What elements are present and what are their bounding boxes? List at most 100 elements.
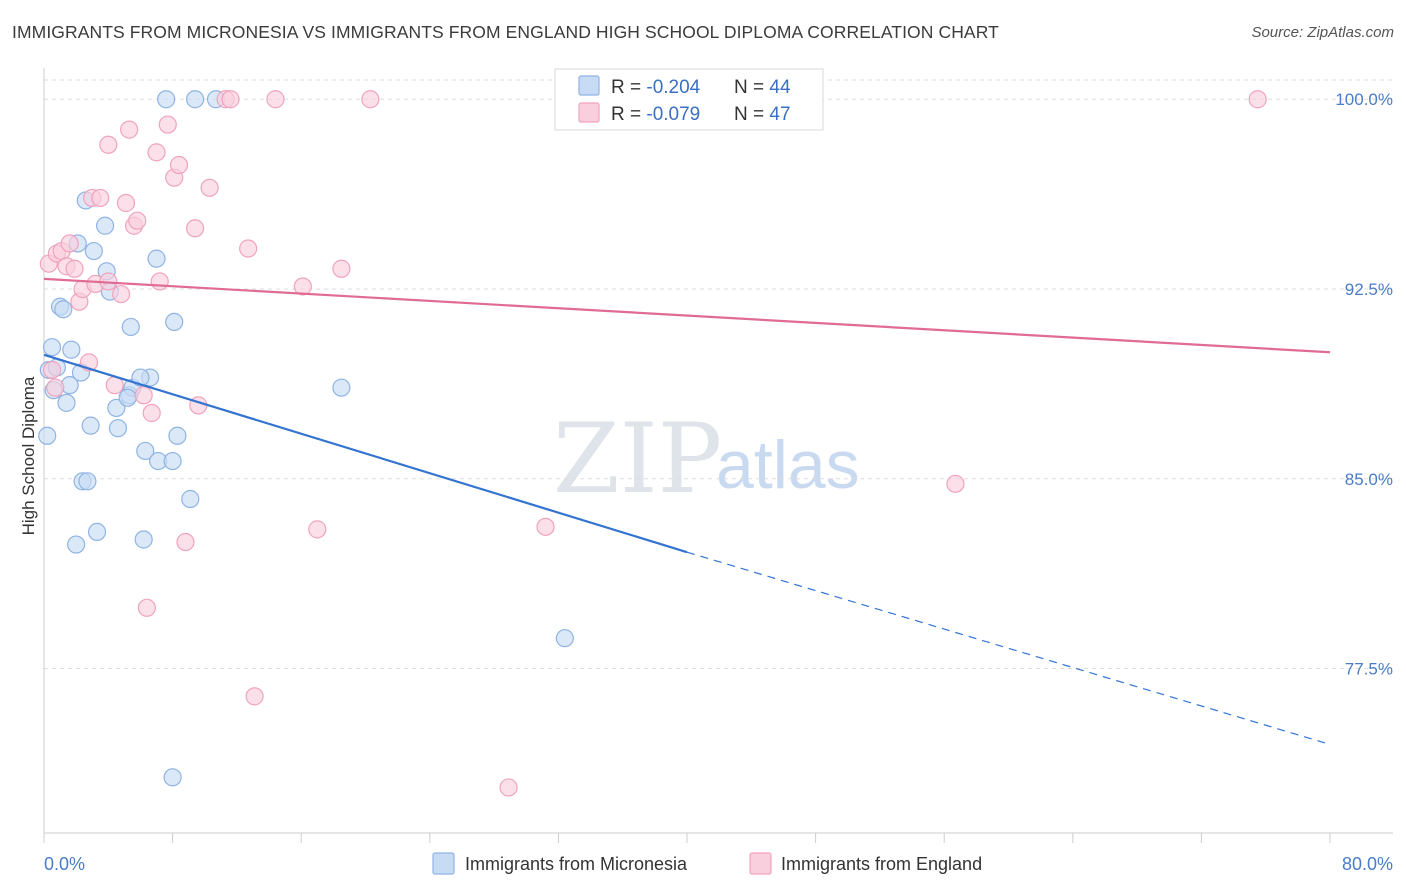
legend-swatch-england <box>578 102 600 123</box>
trend-line-england <box>43 277 1331 354</box>
data-point <box>165 312 184 331</box>
data-point <box>157 90 176 109</box>
data-point <box>168 426 187 445</box>
data-point <box>57 393 76 412</box>
data-point <box>108 419 128 438</box>
data-point <box>266 90 285 109</box>
data-point <box>536 517 555 536</box>
data-point <box>128 211 147 230</box>
bottom-legend-label-micronesia: Immigrants from Micronesia <box>465 854 688 874</box>
data-point <box>131 368 150 387</box>
data-point <box>54 300 73 319</box>
y-tick-label: 77.5% <box>1345 660 1393 679</box>
data-point <box>499 778 518 797</box>
data-point <box>221 90 240 109</box>
legend-n-value-2: 47 <box>769 104 790 125</box>
data-point <box>81 416 100 435</box>
data-point <box>62 340 81 359</box>
data-point <box>158 115 177 134</box>
data-point <box>163 768 182 787</box>
data-point <box>107 398 126 418</box>
data-point <box>142 403 161 423</box>
data-point <box>95 216 115 235</box>
data-point <box>134 386 153 405</box>
trend-lines <box>43 277 1331 746</box>
data-point <box>42 360 62 380</box>
source-label: Source: ZipAtlas.com <box>1251 24 1394 41</box>
data-point <box>67 535 86 554</box>
data-point <box>42 338 62 357</box>
data-point <box>137 598 156 617</box>
legend-box: R = -0.204 N = 44 R = -0.079 N = 47 <box>554 68 824 131</box>
data-point <box>361 90 380 109</box>
y-axis-label: High School Diploma <box>19 376 38 535</box>
data-point <box>38 426 57 445</box>
legend-r-label-2: R = <box>611 104 646 125</box>
data-point <box>186 219 205 238</box>
data-point <box>946 474 965 493</box>
data-point <box>120 120 139 139</box>
data-point <box>78 472 97 491</box>
bottom-legend-swatch-micronesia <box>432 852 455 875</box>
data-point <box>245 687 264 706</box>
data-point <box>332 259 351 278</box>
y-tick-label: 92.5% <box>1345 280 1393 299</box>
data-point <box>134 530 153 549</box>
svg-text:N = 47: N = 47 <box>734 104 791 125</box>
y-tick-label: 100.0% <box>1335 90 1393 109</box>
data-point <box>308 520 327 539</box>
data-point <box>163 451 182 471</box>
legend-r-label-1: R = <box>611 77 646 98</box>
svg-text:R = -0.079: R = -0.079 <box>611 104 700 125</box>
data-point <box>91 188 110 208</box>
data-point <box>112 284 131 304</box>
trend-line-micronesia <box>43 353 688 554</box>
data-point <box>293 277 312 296</box>
data-point <box>136 441 155 461</box>
bottom-legend-swatch-england <box>749 852 772 875</box>
bottom-legend-label-england: Immigrants from England <box>781 854 982 874</box>
svg-text:R = -0.204: R = -0.204 <box>611 77 701 98</box>
legend-r-value-1: -0.204 <box>646 77 700 98</box>
data-point <box>46 378 65 397</box>
data-point <box>239 239 258 258</box>
bottom-legend: Immigrants from Micronesia Immigrants fr… <box>432 852 982 875</box>
x-tick-label-min: 0.0% <box>44 854 85 874</box>
axes <box>43 68 1393 843</box>
svg-text:N = 44: N = 44 <box>734 77 791 98</box>
data-point <box>176 532 195 552</box>
data-point <box>116 193 136 213</box>
x-tick-label-max: 80.0% <box>1342 854 1393 874</box>
legend-n-value-1: 44 <box>769 77 791 98</box>
chart-title: IMMIGRANTS FROM MICRONESIA VS IMMIGRANTS… <box>12 22 999 42</box>
data-point <box>121 317 140 337</box>
data-point <box>147 143 166 162</box>
data-point <box>169 155 189 175</box>
series-england-points <box>39 90 1267 797</box>
legend-n-label-1: N = <box>734 77 769 98</box>
y-tick-label: 85.0% <box>1345 470 1393 489</box>
data-point <box>60 234 79 253</box>
data-point <box>186 90 205 109</box>
legend-n-label-2: N = <box>734 104 769 125</box>
watermark-zip: ZIP <box>553 403 722 515</box>
data-point <box>332 378 351 397</box>
data-point <box>99 135 118 154</box>
grid-lines: 77.5% 85.0% 92.5% 100.0% <box>44 79 1393 679</box>
data-point <box>87 522 107 542</box>
trend-line-micronesia-extension <box>686 551 1331 746</box>
legend-r-value-2: -0.079 <box>646 104 700 125</box>
data-point <box>1248 90 1267 109</box>
data-point <box>147 249 166 268</box>
legend-swatch-micronesia <box>578 75 600 96</box>
data-point <box>181 489 200 509</box>
data-point <box>118 388 137 407</box>
data-point <box>84 241 103 261</box>
data-point <box>65 259 84 278</box>
watermark-atlas: atlas <box>716 427 860 503</box>
data-point <box>555 629 574 648</box>
data-point <box>200 178 219 197</box>
data-point <box>150 272 169 291</box>
series-micronesia-points <box>38 90 574 787</box>
